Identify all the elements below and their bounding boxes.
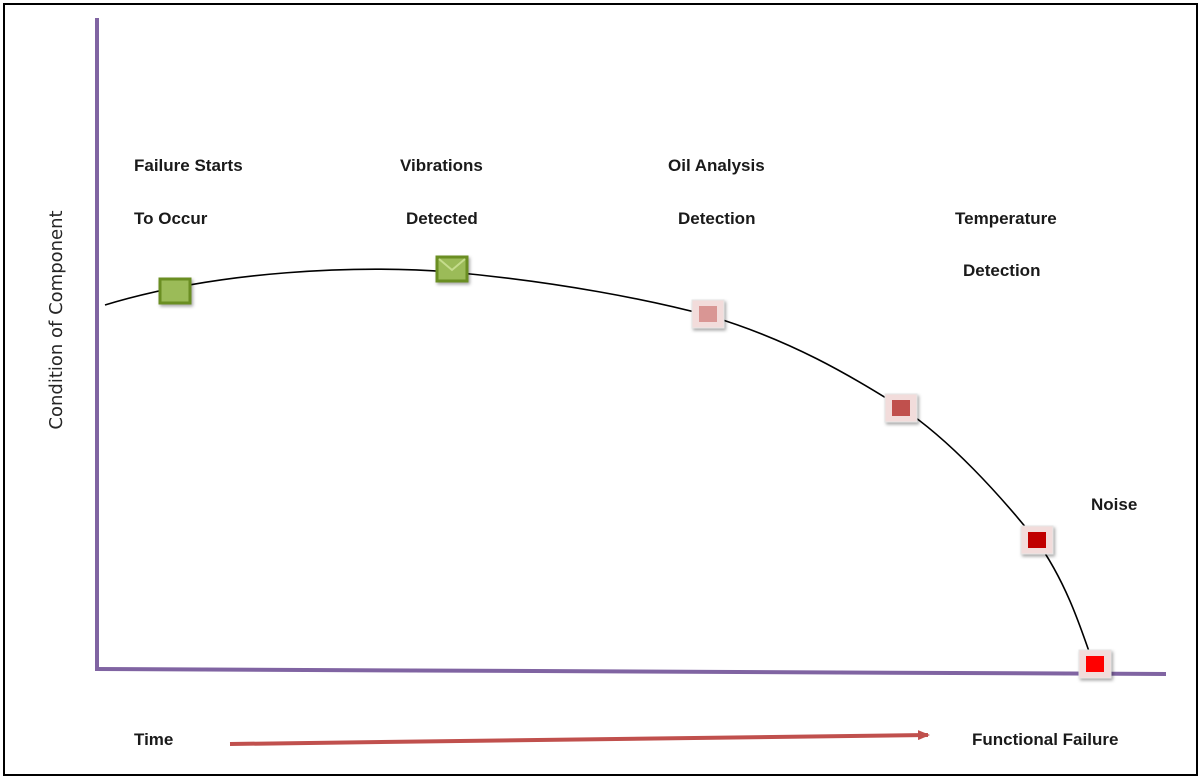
- x-axis-line: [94, 667, 1167, 676]
- functional-failure-label: Functional Failure: [972, 730, 1118, 749]
- y-axis-label: Condition of Component: [46, 210, 67, 429]
- degradation-curve: [104, 268, 1094, 664]
- time-label: Time: [134, 730, 173, 749]
- stage-label-noise: Noise: [1091, 495, 1137, 514]
- stage-marker-noise: [1020, 525, 1054, 555]
- stage-label-failure-starts-line2: To Occur: [134, 209, 208, 228]
- stage-marker-failure-starts: [158, 277, 192, 305]
- stage-label-oil-analysis-line1: Oil Analysis: [668, 156, 765, 175]
- stage-label-oil-analysis-line2: Detection: [678, 209, 755, 228]
- stage-label-vibrations-line1: Vibrations: [400, 156, 483, 175]
- stage-label-temperature-line1: Temperature: [955, 209, 1057, 228]
- diagram-frame: [3, 3, 1198, 776]
- stage-marker-temperature: [884, 393, 918, 423]
- time-arrow: [229, 730, 930, 746]
- stage-label-temperature-line2: Detection: [963, 261, 1040, 280]
- stage-marker-vibrations: [435, 255, 469, 283]
- stage-marker-functional-failure: [1078, 649, 1112, 679]
- stage-label-vibrations-line2: Detected: [406, 209, 478, 228]
- stage-label-failure-starts-line1: Failure Starts: [134, 156, 243, 175]
- stage-marker-oil-analysis: [691, 299, 725, 329]
